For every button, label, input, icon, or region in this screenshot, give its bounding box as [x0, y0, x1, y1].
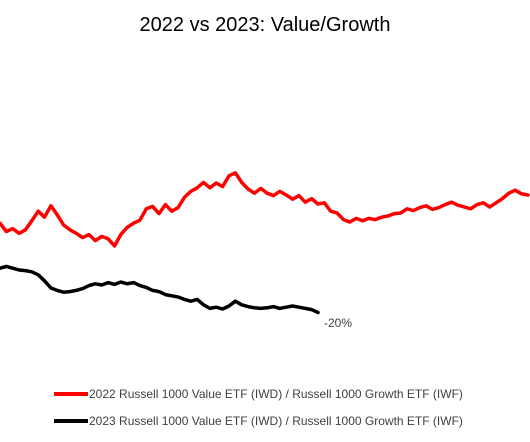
- series-line-1: [0, 264, 320, 315]
- legend: 2022 Russell 1000 Value ETF (IWD) / Russ…: [54, 387, 463, 428]
- series-end-label: -20%: [324, 316, 352, 330]
- legend-label-2022: 2022 Russell 1000 Value ETF (IWD) / Russ…: [89, 387, 463, 401]
- chart-title: 2022 vs 2023: Value/Growth: [140, 14, 391, 36]
- legend-entry-2023: 2023 Russell 1000 Value ETF (IWD) / Russ…: [54, 414, 463, 428]
- legend-entry-2022: 2022 Russell 1000 Value ETF (IWD) / Russ…: [54, 387, 463, 401]
- plot-area: [0, 171, 530, 315]
- legend-label-2023: 2023 Russell 1000 Value ETF (IWD) / Russ…: [89, 414, 463, 428]
- series-line-0: [0, 171, 530, 248]
